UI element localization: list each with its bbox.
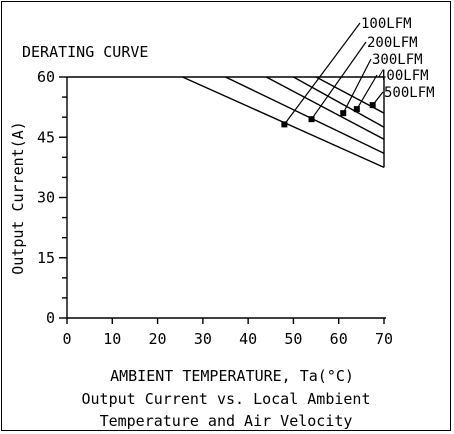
x-tick-label: 50	[284, 330, 302, 348]
series-label-200LFM: 200LFM	[367, 35, 418, 51]
y-tick-label: 0	[46, 309, 55, 327]
y-tick-label: 30	[37, 189, 55, 207]
plot-area: 0 15 30 45 60 0 10 20 30 40 50 60 70 100LFM 200LFM300L…	[37, 16, 435, 348]
series-label-400LFM: 400LFM	[378, 68, 429, 84]
series-line-400LFM	[293, 76, 385, 128]
series-label-500LFM: 500LFM	[384, 85, 435, 101]
y-tick-label: 45	[37, 128, 55, 146]
x-tick-label: 70	[375, 330, 393, 348]
x-tick-label: 40	[239, 330, 257, 348]
series-line-200LFM	[225, 76, 385, 154]
series-label-100LFM: 100LFM	[361, 16, 412, 32]
y-tick-label: 15	[37, 249, 55, 267]
leader-line-100LFM	[283, 22, 361, 125]
caption-line-1: Output Current vs. Local Ambient	[82, 390, 371, 408]
leader-line-300LFM	[342, 58, 372, 114]
y-tick-label: 60	[37, 68, 55, 86]
x-tick-label: 30	[194, 330, 212, 348]
x-axis-label: AMBIENT TEMPERATURE, Ta(°C)	[110, 367, 354, 385]
y-axis-label: Output Current(A)	[9, 121, 27, 275]
x-tick-label: 60	[330, 330, 348, 348]
series-label-300LFM: 300LFM	[372, 52, 423, 68]
x-tick-label: 0	[62, 330, 71, 348]
series-line-300LFM	[265, 76, 385, 140]
chart-title: DERATING CURVE	[22, 43, 148, 61]
caption-line-2: Temperature and Air Velocity	[100, 412, 353, 430]
leader-line-500LFM	[372, 91, 384, 106]
x-tick-label: 20	[149, 330, 167, 348]
leader-line-400LFM	[356, 74, 378, 110]
x-tick-label: 10	[103, 330, 121, 348]
